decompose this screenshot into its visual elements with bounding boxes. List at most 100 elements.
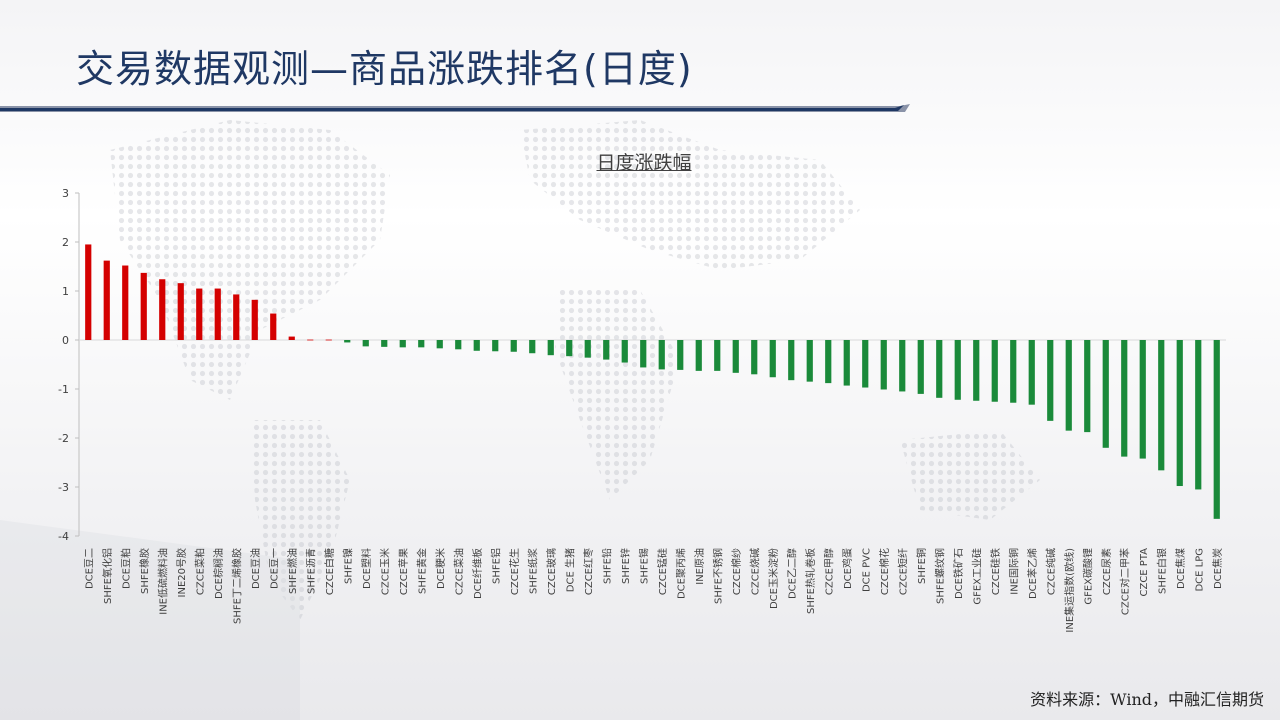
bar [917,340,924,394]
x-category-label: CZCE苹果 [397,548,410,595]
bar [695,340,702,371]
x-category-label: DCE苯乙烯 [1026,548,1039,599]
x-category-label: CZCE菜油 [452,548,465,595]
x-category-label: SHFE白银 [1155,548,1168,594]
x-category-label: DCE鸡蛋 [841,548,854,589]
bar [991,340,998,402]
y-tick-label: 2 [62,236,69,249]
bar [455,340,462,350]
bar [307,339,314,341]
x-category-label: DCE棕榈油 [212,548,225,599]
x-category-label: DCE玉米淀粉 [767,548,780,609]
x-category-label: SHFE螺纹钢 [933,548,946,604]
bar [584,340,591,358]
bar [714,340,721,371]
bar [843,340,850,386]
x-category-label: SHFE丁二烯橡胶 [230,548,243,624]
bar [769,340,776,378]
bar [1084,340,1091,433]
bar [1176,340,1183,487]
x-category-label: CZCE棉花 [878,548,891,595]
x-category-label: SHFE燃油 [286,548,299,594]
x-category-label: SHFE铜 [916,548,928,584]
y-tick-label: -1 [58,383,69,396]
bar [251,299,258,340]
x-category-label: CZCE烧碱 [748,548,761,595]
bar [362,340,369,347]
y-tick-label: -3 [58,481,69,494]
bar [1195,340,1202,490]
x-category-label: CZCE红枣 [582,548,595,595]
bar [658,340,665,370]
y-tick-label: 1 [62,285,69,298]
bar [140,272,147,340]
bar [1121,340,1128,457]
x-category-label: SHFE黄金 [415,548,428,594]
x-category-label: DCE豆二 [83,548,95,589]
bar [899,340,906,392]
bar [177,283,184,340]
x-category-label: CZCE玉米 [378,548,391,595]
bar [381,340,388,347]
x-category-label: CZCE白糖 [323,548,336,595]
x-category-label: INE集运指数(欧线) [1063,548,1076,633]
bar [936,340,943,398]
header-underline [0,104,910,112]
x-category-label: CZCE棉纱 [730,548,743,595]
bar [270,313,277,340]
bar [1047,340,1054,421]
x-category-label: SHFE纸浆 [526,548,539,594]
bar [677,340,684,370]
x-category-label: CZCE甲醇 [822,548,835,595]
x-category-label: DCE豆油 [249,548,262,589]
bar [418,340,425,348]
bar [473,340,480,351]
bar [825,340,832,384]
bar [436,340,443,349]
x-category-label: SHFE铅 [600,548,613,584]
bar [288,336,295,340]
x-category-label: SHFE镍 [341,548,354,584]
x-category-label: SHFE橡胶 [138,548,151,594]
x-category-label: INE低硫燃料油 [156,548,169,615]
x-category-label: DCE焦煤 [1174,548,1187,589]
x-category-label: SHFE沥青 [304,548,317,594]
bar [1102,340,1109,448]
x-category-label: CZCE尿素 [1100,548,1113,595]
x-category-label: DCE 生猪 [563,548,576,592]
x-category-label: DCE粳米 [434,548,447,589]
bar [122,265,129,340]
x-category-label: SHFE铝 [490,548,502,584]
x-category-label: CZCE花生 [508,548,521,595]
x-category-label: SHFE氧化铝 [101,548,114,604]
bar [1213,340,1220,519]
bar [233,294,240,340]
x-category-label: DCE纤维板 [471,548,484,599]
bar [103,260,110,340]
x-category-label: SHFE不锈钢 [711,548,724,604]
header-bar: 交易数据观测—商品涨跌排名(日度) [0,0,1280,120]
source-note: 资料来源：Wind，中融汇信期货 [1030,690,1264,709]
bar [1065,340,1072,431]
x-category-label: DCE聚丙烯 [674,548,687,599]
x-category-label: CZCE PTA [1139,548,1150,597]
bar [862,340,869,388]
bar [492,340,499,352]
x-category-label: GFEX工业硅 [970,548,983,605]
bar [732,340,739,373]
bar [640,340,647,368]
bar [973,340,980,401]
bar [566,340,573,357]
bar [399,340,406,348]
bar [196,288,203,340]
bar [1028,340,1035,405]
bar [214,288,221,340]
x-category-label: SHFE锡 [637,548,650,584]
y-tick-label: -2 [58,432,69,445]
x-category-label: GFEX碳酸锂 [1081,548,1094,605]
bar [159,279,166,340]
chart-title: 日度涨跌幅 [596,152,692,174]
x-category-label: DCE豆一 [268,548,280,589]
bar [1158,340,1165,471]
